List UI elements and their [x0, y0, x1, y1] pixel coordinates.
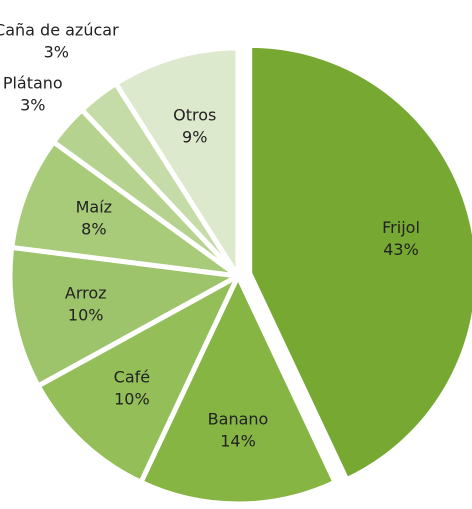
slice-label: Café [114, 368, 150, 387]
pie-slice [7, 244, 241, 389]
slice-label: Maíz [76, 197, 112, 216]
slice-value: 14% [220, 432, 256, 451]
slice-label: Otros [173, 106, 216, 125]
slice-value: 10% [114, 390, 150, 409]
slice-label: Plátano [3, 74, 63, 93]
slice-label: Arroz [65, 284, 107, 303]
slice-value: 43% [383, 240, 419, 259]
slice-value: 9% [182, 128, 207, 147]
slice-value: 10% [68, 306, 104, 325]
slice-label: Caña de azúcar [0, 20, 119, 39]
slice-label: Banano [208, 410, 269, 429]
pie-slice [113, 45, 241, 279]
slice-label: Frijol [382, 218, 420, 237]
slice-value: 8% [81, 219, 106, 238]
pie-slice [9, 139, 241, 279]
slice-value: 3% [44, 42, 69, 61]
pie-slice [35, 273, 241, 485]
pie-slice [247, 42, 472, 483]
pie-slice [138, 273, 338, 507]
slice-value: 3% [20, 96, 45, 115]
